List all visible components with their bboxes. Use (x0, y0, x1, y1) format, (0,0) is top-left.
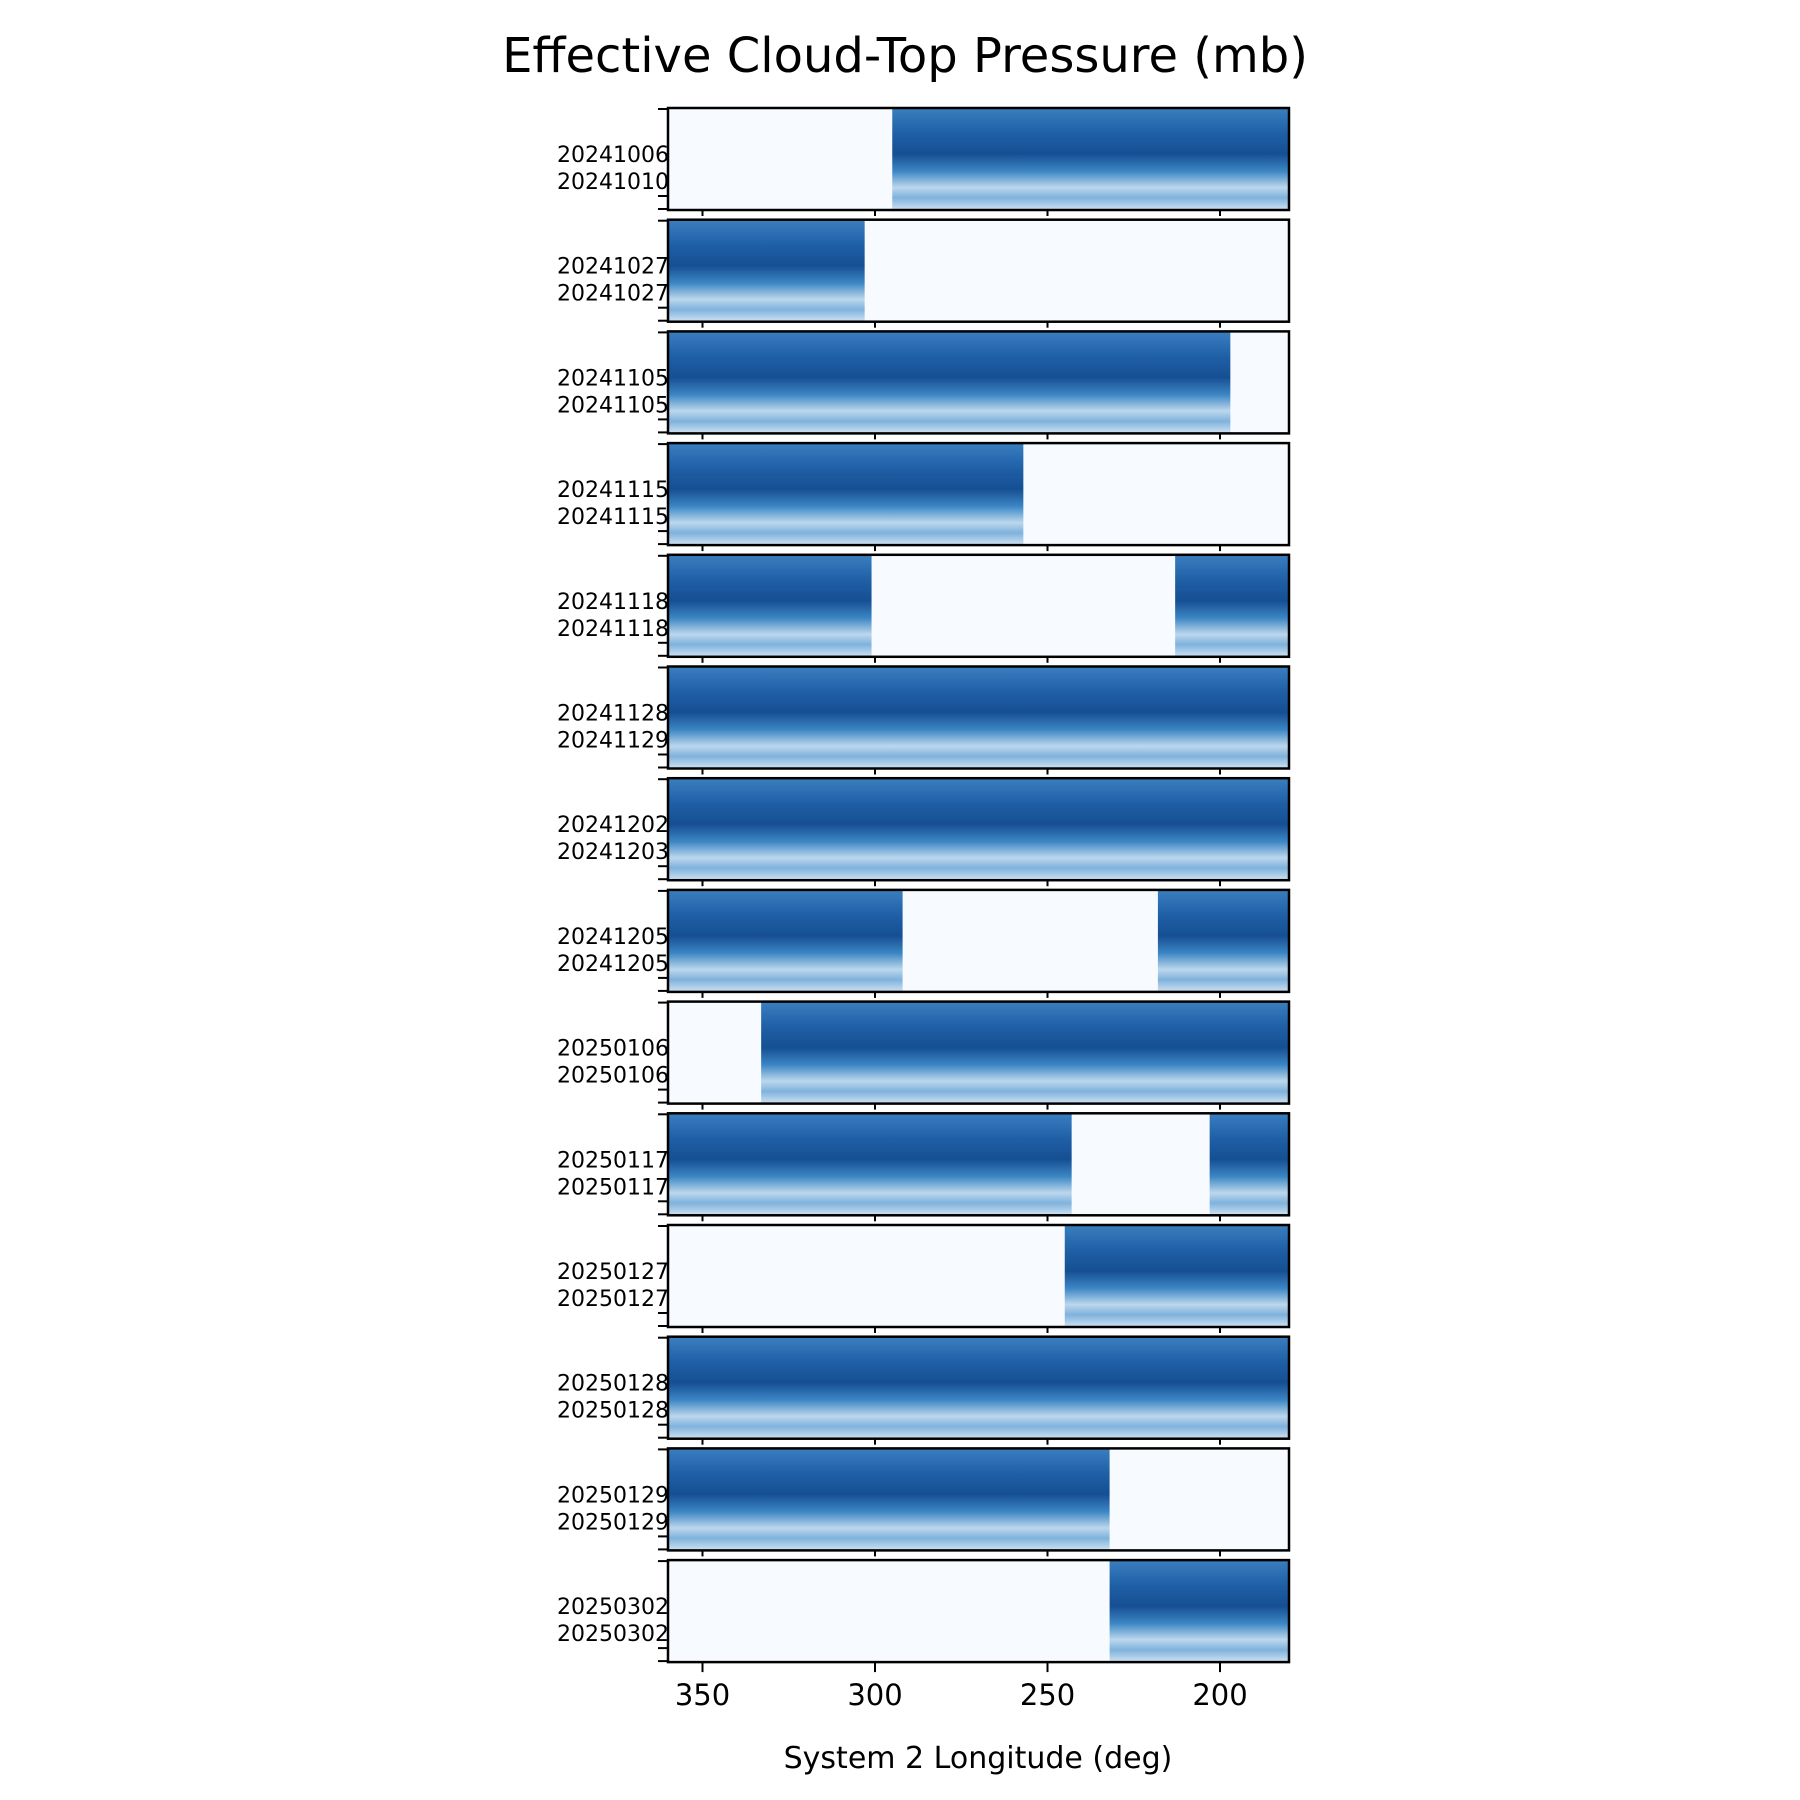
data-coverage-region (1209, 1113, 1289, 1216)
panel-date-start: 20250128 (557, 1372, 669, 1397)
panel-date-end: 20250128 (557, 1399, 669, 1424)
data-coverage-region (668, 1113, 1072, 1216)
panel-date-end: 20241129 (557, 729, 669, 754)
x-tick-label: 350 (675, 1678, 730, 1712)
data-coverage-region (892, 108, 1289, 210)
panel-frame (666, 665, 1291, 770)
panel-date-end: 20250117 (557, 1175, 669, 1200)
x-axis: 350 300 250 200 (675, 1662, 1248, 1712)
data-coverage-region (668, 778, 1289, 881)
panel-date-end: 20250127 (557, 1287, 669, 1312)
panel-date-start: 20250127 (557, 1260, 669, 1285)
panel-date-start: 20250302 (557, 1595, 669, 1620)
x-tick-label: 250 (1020, 1678, 1075, 1712)
data-coverage-region (668, 331, 1231, 434)
data-coverage-region (1157, 889, 1289, 992)
panel-date-end: 20241203 (557, 840, 669, 865)
data-coverage-region (761, 1001, 1289, 1104)
panel-date-end: 20250129 (557, 1510, 669, 1535)
data-coverage-region (1175, 554, 1289, 657)
data-coverage-region (1064, 1225, 1289, 1327)
data-coverage-region (1109, 1560, 1289, 1663)
panel-frame (666, 1447, 1291, 1552)
panel-date-start: 20250129 (557, 1483, 669, 1508)
panel-frame (666, 1223, 1291, 1329)
panel-frame (666, 218, 1291, 323)
panel-frame (666, 441, 1291, 547)
chart-title: Effective Cloud-Top Pressure (mb) (502, 28, 1308, 84)
panel-date-end: 20241115 (557, 505, 669, 530)
panel-date-start: 20241006 (557, 143, 669, 168)
panel-frame (666, 1000, 1291, 1105)
panel-frame (666, 1335, 1291, 1440)
panel-date-end: 20241105 (557, 393, 669, 418)
panel-date-start: 20250106 (557, 1037, 669, 1062)
data-coverage-region (668, 1448, 1110, 1551)
panel-date-end: 20250106 (557, 1064, 669, 1089)
data-coverage-region (668, 443, 1024, 546)
panels: 2024100620241010202410272024102720241105… (557, 106, 1291, 1664)
panel-date-start: 20241128 (557, 702, 669, 727)
panel-frame (666, 106, 1291, 212)
panel-date-end: 20241027 (557, 282, 669, 307)
panel-frame (666, 1112, 1291, 1217)
data-coverage-region (668, 666, 1289, 769)
data-coverage-region (668, 889, 903, 992)
panel-date-end: 20241205 (557, 952, 669, 977)
x-axis-label: System 2 Longitude (deg) (784, 1741, 1173, 1776)
panel-date-end: 20250302 (557, 1622, 669, 1647)
panel-frame (666, 553, 1291, 659)
data-coverage-region (668, 1336, 1289, 1439)
panel-date-end: 20241118 (557, 617, 669, 642)
panel-date-start: 20241027 (557, 255, 669, 280)
panel-date-start: 20241118 (557, 590, 669, 615)
panel-date-start: 20241205 (557, 925, 669, 950)
panel-frame (666, 330, 1291, 435)
panel-frame (666, 888, 1291, 994)
panel-date-end: 20241010 (557, 170, 669, 195)
panel-date-start: 20241115 (557, 478, 669, 503)
panel-frame (666, 1558, 1291, 1664)
data-coverage-region (668, 219, 865, 322)
data-coverage-region (668, 554, 872, 657)
panel-date-start: 20241202 (557, 813, 669, 838)
panel-date-start: 20250117 (557, 1148, 669, 1173)
x-tick-label: 200 (1192, 1678, 1247, 1712)
x-tick-label: 300 (847, 1678, 902, 1712)
panel-frame (666, 776, 1291, 882)
panel-date-start: 20241105 (557, 366, 669, 391)
